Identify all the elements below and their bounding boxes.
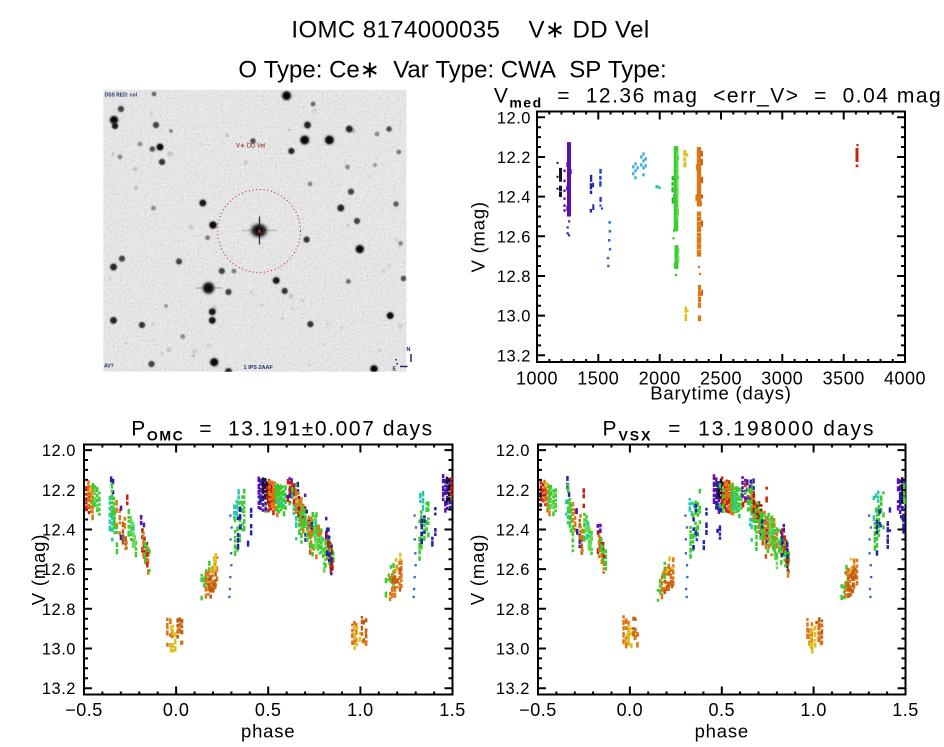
svg-text:1.0: 1.0	[800, 700, 827, 720]
svg-text:V (mag): V (mag)	[468, 201, 489, 272]
svg-text:POMC = 13.191±0.007 days: POMC = 13.191±0.007 days	[131, 418, 433, 444]
svg-text:12.6: 12.6	[497, 228, 531, 246]
svg-text:4000: 4000	[884, 369, 926, 389]
svg-text:13.2: 13.2	[42, 680, 76, 698]
svg-text:12.0: 12.0	[497, 109, 531, 127]
svg-text:12.2: 12.2	[496, 482, 530, 500]
svg-text:12.8: 12.8	[497, 268, 531, 286]
svg-text:1 IPS 2AAF: 1 IPS 2AAF	[244, 365, 274, 371]
svg-text:0.0: 0.0	[617, 700, 644, 720]
svg-text:2500: 2500	[700, 369, 742, 389]
svg-text:phase: phase	[241, 721, 295, 742]
svg-text:12.6: 12.6	[496, 561, 530, 579]
svg-text:N: N	[407, 347, 411, 353]
svg-text:1500: 1500	[577, 369, 619, 389]
svg-text:12.4: 12.4	[497, 189, 531, 207]
svg-text:13.0: 13.0	[42, 641, 76, 659]
svg-text:3000: 3000	[761, 369, 803, 389]
svg-text:12.0: 12.0	[496, 442, 530, 460]
svg-text:AV?: AV?	[104, 364, 114, 370]
svg-text:−0.5: −0.5	[65, 700, 103, 720]
svg-text:−0.5: −0.5	[519, 700, 557, 720]
svg-text:1.5: 1.5	[439, 700, 466, 720]
svg-text:Barytime (days): Barytime (days)	[650, 383, 792, 404]
svg-text:12.6: 12.6	[42, 561, 76, 579]
svg-text:1.5: 1.5	[892, 700, 919, 720]
svg-text:13.0: 13.0	[496, 641, 530, 659]
svg-text:13.2: 13.2	[496, 680, 530, 698]
svg-text:0.0: 0.0	[163, 700, 190, 720]
svg-text:PVSX = 13.198000 days: PVSX = 13.198000 days	[602, 418, 875, 444]
svg-text:12.0: 12.0	[42, 442, 76, 460]
svg-text:12.2: 12.2	[42, 482, 76, 500]
svg-text:phase: phase	[695, 721, 749, 742]
svg-text:V∗ DD Vel: V∗ DD Vel	[236, 144, 265, 150]
svg-text:1.0: 1.0	[347, 700, 374, 720]
svg-text:12.8: 12.8	[496, 601, 530, 619]
svg-text:2000: 2000	[639, 369, 681, 389]
svg-text:V (mag): V (mag)	[28, 534, 49, 605]
svg-text:13.0: 13.0	[497, 308, 531, 326]
svg-text:12.4: 12.4	[42, 522, 76, 540]
svg-text:12.2: 12.2	[497, 149, 531, 167]
svg-text:0.5: 0.5	[255, 700, 282, 720]
svg-text:IOMC 8174000035 V∗ DD Vel: IOMC 8174000035 V∗ DD Vel	[291, 17, 649, 44]
svg-text:E: E	[393, 367, 397, 373]
svg-text:DSS RED: col: DSS RED: col	[105, 93, 138, 99]
svg-text:O Type: Ce∗ Var Type: CWA SP: O Type: Ce∗ Var Type: CWA SP Type:	[238, 57, 666, 84]
svg-text:Vmed = 12.36 mag <err_V> =: Vmed = 12.36 mag <err_V> = 0.04 mag	[494, 85, 942, 111]
svg-text:0.5: 0.5	[709, 700, 736, 720]
svg-text:V (mag): V (mag)	[467, 534, 488, 605]
svg-text:3500: 3500	[823, 369, 865, 389]
svg-text:12.8: 12.8	[42, 601, 76, 619]
svg-text:1000: 1000	[516, 369, 558, 389]
svg-text:12.4: 12.4	[496, 522, 530, 540]
svg-text:13.2: 13.2	[497, 347, 531, 365]
